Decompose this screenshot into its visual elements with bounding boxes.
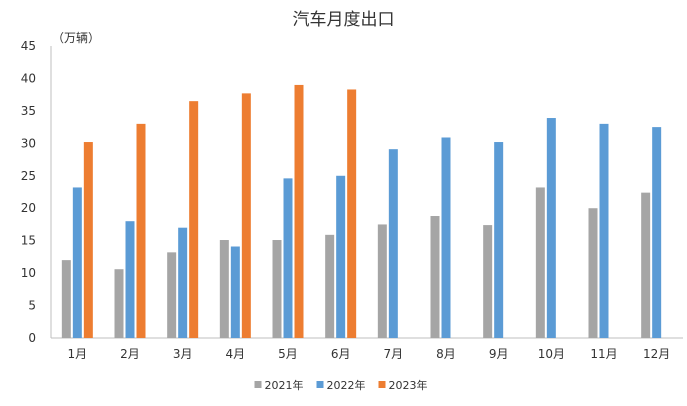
bar (388, 149, 398, 338)
y-tick-label: 5 (28, 299, 36, 313)
x-tick-label: 7月 (384, 347, 404, 361)
x-tick-label: 2月 (120, 347, 140, 361)
y-axis-unit-label: （万辆） (52, 31, 100, 45)
bar (125, 221, 135, 338)
y-tick-label: 20 (21, 201, 36, 215)
bar (347, 89, 357, 338)
x-tick-label: 9月 (489, 347, 509, 361)
bar (494, 142, 504, 338)
x-tick-label: 11月 (590, 347, 617, 361)
bar (546, 118, 556, 338)
x-tick-label: 10月 (538, 347, 565, 361)
bar (189, 101, 199, 339)
bar (83, 142, 93, 338)
x-axis-ticks: 1月 2月 3月 4月 5月 6月 7月 8月 9月 10月 11月 12月 (68, 347, 671, 361)
y-tick-label: 10 (21, 266, 36, 280)
bar (641, 192, 651, 338)
bars-group (61, 84, 662, 339)
x-tick-label: 5月 (278, 347, 298, 361)
bar (136, 123, 146, 338)
bar (588, 208, 598, 338)
y-tick-label: 25 (21, 169, 36, 183)
bar (535, 187, 545, 338)
bar (283, 178, 293, 338)
bar (336, 175, 346, 338)
y-tick-label: 45 (21, 39, 36, 53)
bar (599, 123, 609, 338)
bar (272, 240, 282, 338)
x-tick-label: 8月 (436, 347, 456, 361)
legend-label: 2022年 (327, 378, 366, 392)
legend: 2021年 2022年 2023年 (254, 378, 428, 392)
chart-title: 汽车月度出口 (293, 10, 395, 30)
y-tick-label: 40 (21, 71, 36, 85)
y-axis-ticks: 0 5 10 15 20 25 30 35 40 45 (21, 39, 36, 345)
bar (441, 137, 451, 338)
bar (219, 240, 229, 338)
y-tick-label: 30 (21, 136, 36, 150)
bar (325, 234, 335, 338)
bar (230, 246, 240, 338)
bar (294, 84, 304, 338)
x-tick-label: 3月 (173, 347, 193, 361)
legend-swatch (254, 381, 262, 388)
bar (483, 225, 493, 338)
x-tick-label: 6月 (331, 347, 351, 361)
bar (377, 224, 387, 338)
x-tick-label: 1月 (68, 347, 88, 361)
legend-swatch (316, 381, 324, 388)
legend-label: 2023年 (389, 378, 428, 392)
bar (72, 187, 82, 338)
legend-label: 2021年 (265, 378, 304, 392)
bar (652, 127, 662, 338)
bar (178, 227, 188, 338)
bar (114, 269, 124, 338)
y-tick-label: 15 (21, 234, 36, 248)
x-tick-label: 12月 (643, 347, 670, 361)
x-tick-label: 4月 (226, 347, 246, 361)
legend-swatch (378, 381, 386, 388)
bar (167, 252, 177, 338)
bar (430, 216, 440, 338)
bar (61, 260, 71, 338)
bar (241, 93, 251, 338)
y-tick-label: 35 (21, 104, 36, 118)
y-tick-label: 0 (28, 331, 36, 345)
